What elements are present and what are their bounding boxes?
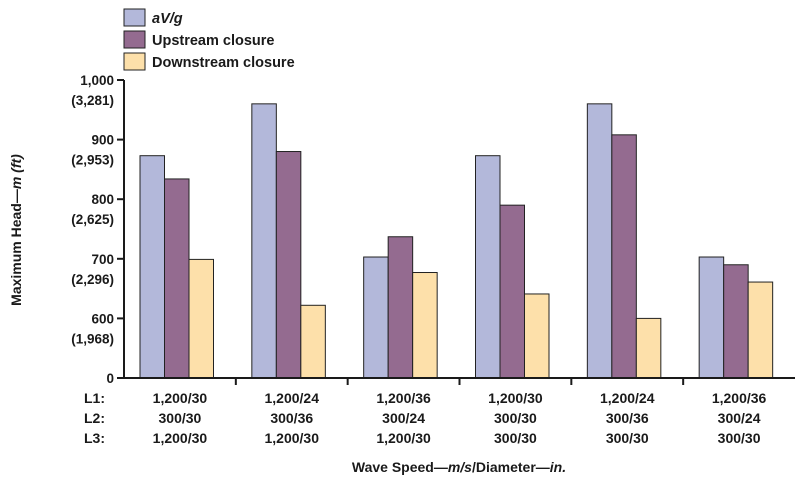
y-tick-label: 700 (91, 252, 114, 267)
legend-label: aV/g (152, 11, 183, 27)
axis-title-part: /Diameter— (472, 459, 550, 475)
category-label: 1,200/24 (600, 390, 655, 406)
bar (524, 293, 550, 379)
bar (499, 204, 525, 379)
legend: aV/g Upstream closure Downstream closure (123, 8, 295, 71)
row-label: L3: (84, 430, 105, 446)
y-tick-label: 600 (91, 311, 114, 326)
y-tick-sublabel: (3,281) (71, 93, 114, 108)
bars (139, 103, 774, 379)
category-label: 300/24 (382, 410, 425, 426)
axis-title-part: Wave Speed— (352, 459, 448, 475)
category-label: 1,200/30 (376, 430, 431, 446)
category-label: 300/30 (718, 430, 761, 446)
y-tick-sublabel: (2,953) (71, 153, 114, 168)
axis-title-part: m (ft) (8, 154, 24, 189)
axis-title-part: m/s (448, 459, 472, 475)
bar (611, 134, 637, 379)
bar (251, 103, 277, 379)
x-axis: L1: L2: L3: 1,200/30 300/30 1,200/30 1,200/24 3… (84, 377, 795, 446)
category-label: 1,200/36 (712, 390, 767, 406)
bar (387, 236, 414, 379)
bar (139, 155, 165, 379)
bar (275, 151, 302, 379)
bar (363, 256, 389, 379)
bar (698, 256, 725, 379)
y-tick-label: 1,000 (80, 73, 114, 88)
legend-swatch (123, 8, 146, 27)
category-label: 1,200/36 (376, 390, 431, 406)
y-tick-label: 0 (106, 371, 114, 386)
legend-swatch (123, 30, 146, 49)
y-tick-label: 900 (91, 133, 114, 148)
row-label: L1: (84, 390, 105, 406)
bar (586, 103, 613, 379)
bar (188, 258, 214, 379)
legend-label: Downstream closure (152, 55, 295, 71)
category-label: 300/24 (718, 410, 761, 426)
y-tick-sublabel: (2,625) (71, 212, 114, 227)
row-label: L2: (84, 410, 105, 426)
category-label: 1,200/30 (265, 430, 320, 446)
bar (635, 317, 662, 379)
bar (300, 304, 326, 379)
y-tick-sublabel: (1,968) (71, 331, 114, 346)
category-label: 300/30 (494, 410, 537, 426)
y-axis: 0 600 (1,968) 700 (2,296) 800 (2,625) 900 (2,953… (71, 73, 125, 386)
legend-label: Upstream closure (152, 33, 275, 49)
y-axis-title: Maximum Head—m (ft) (8, 154, 24, 306)
category-label: 300/30 (159, 410, 202, 426)
bar (747, 281, 774, 379)
axis-title-part: Maximum Head— (8, 189, 24, 306)
bar (723, 264, 749, 379)
axis-title-part: in. (550, 459, 566, 475)
bar (475, 155, 501, 379)
y-tick-sublabel: (2,296) (71, 272, 114, 287)
category-label: 1,200/30 (153, 390, 208, 406)
category-label: 1,200/30 (153, 430, 208, 446)
legend-swatch (123, 52, 146, 71)
category-label: 300/30 (606, 430, 649, 446)
bar (164, 178, 190, 379)
category-label: 1,200/24 (265, 390, 320, 406)
category-label: 300/36 (270, 410, 313, 426)
bar (412, 272, 438, 379)
category-label: 300/36 (606, 410, 649, 426)
category-label: 1,200/30 (488, 390, 543, 406)
y-tick-label: 800 (91, 192, 114, 207)
category-label: 300/30 (494, 430, 537, 446)
x-axis-title: Wave Speed—m/s/Diameter—in. (352, 459, 566, 475)
